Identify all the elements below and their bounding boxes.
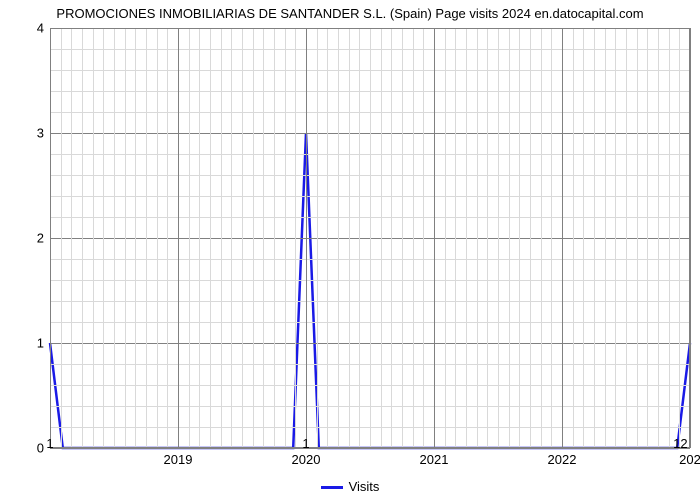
x-tick-label: 2022 bbox=[548, 452, 577, 467]
grid-line-v-major bbox=[690, 28, 691, 448]
chart-container: PROMOCIONES INMOBILIARIAS DE SANTANDER S… bbox=[0, 0, 700, 500]
chart-title: PROMOCIONES INMOBILIARIAS DE SANTANDER S… bbox=[0, 6, 700, 21]
y-tick-label: 0 bbox=[14, 441, 44, 456]
chart-legend: Visits bbox=[0, 479, 700, 494]
legend-label: Visits bbox=[349, 479, 380, 494]
y-tick-label: 4 bbox=[14, 21, 44, 36]
grid-line-h-major bbox=[50, 448, 690, 449]
x-tick-label: 2020 bbox=[292, 452, 321, 467]
x-tick-label: 2019 bbox=[164, 452, 193, 467]
y-tick-label: 2 bbox=[14, 231, 44, 246]
legend-swatch bbox=[321, 486, 343, 489]
x-sub-label: 1 bbox=[302, 436, 309, 451]
y-tick-label: 3 bbox=[14, 126, 44, 141]
x-sub-label: 1 bbox=[46, 436, 53, 451]
x-tick-label: 2021 bbox=[420, 452, 449, 467]
y-tick-label: 1 bbox=[14, 336, 44, 351]
x-tick-label: 202 bbox=[679, 452, 700, 467]
plot-border bbox=[50, 28, 690, 448]
chart-plot-area bbox=[50, 28, 690, 448]
x-sub-label: 12 bbox=[673, 436, 687, 451]
